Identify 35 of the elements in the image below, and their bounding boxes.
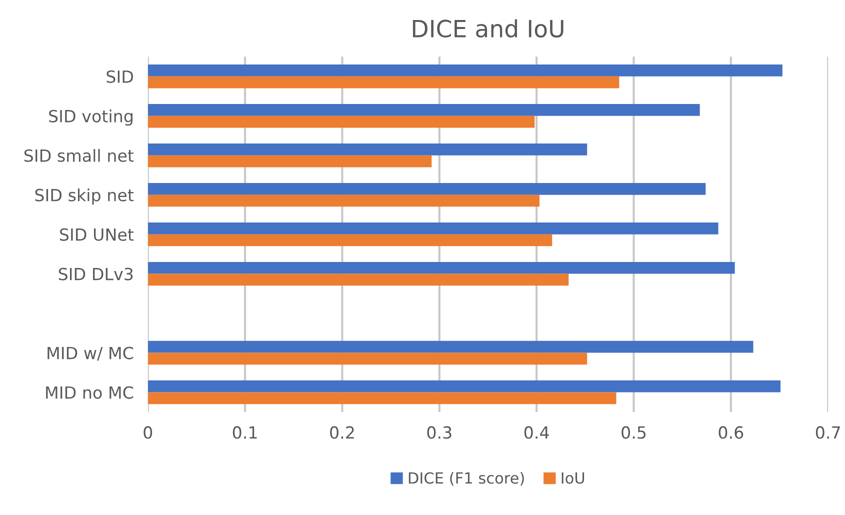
- y-tick-label: SID skip net: [35, 188, 134, 205]
- bar: [148, 104, 700, 116]
- y-tick-label: MID w/ MC: [48, 346, 134, 361]
- bar: [148, 144, 588, 156]
- chart-title: DICE and IoU: [412, 19, 564, 38]
- x-tick-label: 0.2: [330, 426, 354, 439]
- x-tick-label: 0.5: [622, 426, 646, 439]
- bar: [148, 352, 588, 365]
- x-tick-label: 0.1: [232, 426, 257, 439]
- y-tick-label: SID UNet: [60, 228, 134, 241]
- bar: [148, 194, 540, 207]
- bar: [148, 64, 782, 76]
- x-tick-label: 0.7: [816, 426, 840, 439]
- y-tick-label: MID no MC: [46, 386, 134, 399]
- y-tick-label: SID voting: [49, 110, 132, 126]
- bar: [148, 274, 569, 286]
- bar: [148, 340, 754, 353]
- y-tick-label: SID: [106, 70, 133, 83]
- legend-label: IoU: [562, 472, 584, 484]
- bar: [148, 392, 616, 404]
- legend-label: DICE (F1 score): [408, 472, 524, 486]
- bar: [148, 182, 706, 195]
- bar: [148, 155, 432, 168]
- y-tick-label: SID small net: [24, 149, 134, 162]
- bar: [148, 76, 620, 88]
- bar: [148, 222, 718, 234]
- x-tick-label: 0.4: [524, 426, 549, 439]
- x-tick-label: 0: [144, 426, 152, 439]
- bar: [148, 262, 735, 274]
- x-tick-label: 0.3: [427, 426, 452, 439]
- bar: [148, 116, 535, 128]
- bar: [148, 380, 780, 392]
- y-tick-label: SID DLv3: [58, 268, 133, 280]
- x-tick-label: 0.6: [718, 426, 744, 439]
- bar: [148, 234, 552, 246]
